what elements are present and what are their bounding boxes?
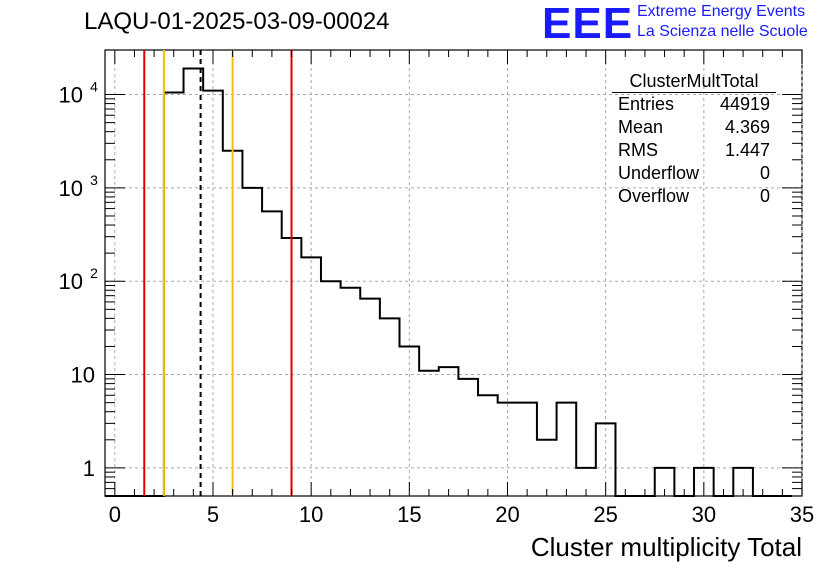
histogram-series [105,67,793,497]
stats-row-rms: RMS 1.447 [612,139,780,162]
y-tick-label: 10 [59,269,83,294]
stats-title: ClusterMultTotal [612,70,776,93]
stats-row-entries: Entries 44919 [612,93,780,116]
y-tick-label: 10 [71,363,95,388]
x-tick-label: 35 [790,502,814,527]
eee-logo: EEE [542,0,634,48]
stats-value: 1.447 [724,140,770,160]
y-tick-label: 10 [59,176,83,201]
y-tick-exponent: 3 [90,172,98,188]
x-tick-label: 15 [397,502,421,527]
stats-value: 0 [759,163,770,183]
stats-row-overflow: Overflow 0 [612,185,780,208]
x-tick-label: 10 [299,502,323,527]
y-tick-label: 10 [59,83,83,108]
stats-box: ClusterMultTotal Entries 44919 Mean 4.36… [612,70,780,208]
stats-value: 0 [759,186,770,206]
x-axis-label: Cluster multiplicity Total [530,532,802,562]
run-title: LAQU-01-2025-03-09-00024 [84,8,390,35]
axis-ticks [105,50,803,497]
x-tick-label: 20 [495,502,519,527]
marker-lines [143,50,293,496]
stats-label: Entries [618,94,675,114]
x-tick-label: 5 [207,502,219,527]
x-tick-label: 30 [692,502,716,527]
stats-label: Mean [618,117,664,137]
logo-line-1: Extreme Energy Events [637,3,806,20]
tick-labels: 0 5 10 15 20 25 30 35 1 10 10 2 10 3 10 4 [59,79,815,527]
x-tick-label: 25 [593,502,617,527]
grid-lines [105,50,803,496]
stats-label: Underflow [618,163,700,183]
stats-label: Overflow [618,186,690,206]
stats-value: 44919 [719,94,770,114]
stats-label: RMS [618,140,658,160]
logo-line-2: La Scienza nelle Scuole [637,23,808,40]
stats-row-mean: Mean 4.369 [612,116,780,139]
stats-row-underflow: Underflow 0 [612,162,780,185]
stats-value: 4.369 [724,117,770,137]
y-tick-exponent: 4 [90,79,98,95]
y-tick-label: 1 [83,456,95,481]
y-tick-exponent: 2 [90,265,98,281]
x-tick-label: 0 [109,502,121,527]
